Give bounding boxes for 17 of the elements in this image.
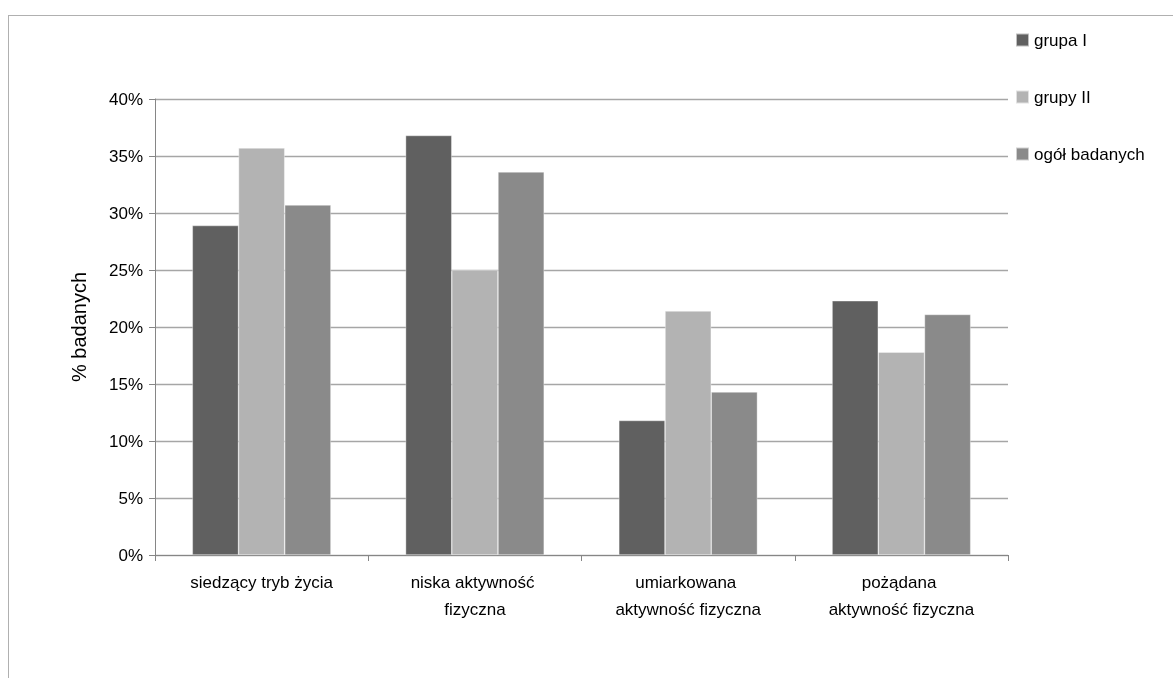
x-tick-label: umiarkowana aktywność fizyczna <box>615 573 762 619</box>
y-tick-label: 20% <box>108 317 143 337</box>
legend-label: grupy II <box>1034 87 1091 107</box>
y-tick-label: 5% <box>118 488 143 508</box>
x-tick-label: siedzący tryb życia <box>190 573 334 592</box>
legend-label: ogół badanych <box>1034 144 1145 164</box>
y-tick-label: 40% <box>108 89 143 109</box>
legend-label: grupa I <box>1034 30 1087 50</box>
x-tick-label: niska aktywność fizyczna <box>410 573 540 619</box>
y-axis-title: % badanych <box>68 271 90 383</box>
x-tick-label: pożądana aktywność fizyczna <box>828 573 975 619</box>
y-tick-label: 35% <box>108 146 143 166</box>
y-tick-label: 30% <box>108 203 143 223</box>
y-tick-label: 25% <box>108 260 143 280</box>
y-tick-label: 0% <box>118 545 143 565</box>
y-tick-label: 15% <box>108 374 143 394</box>
y-tick-label: 10% <box>108 431 143 451</box>
